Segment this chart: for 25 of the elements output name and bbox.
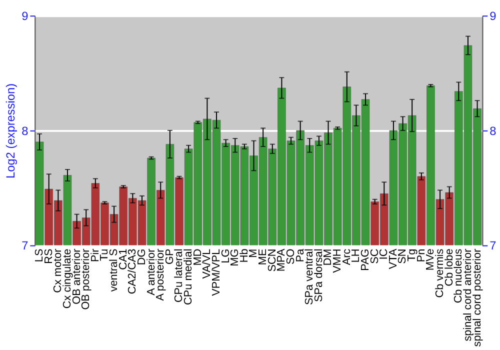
x-tick-label: spinal cord posterior — [471, 248, 484, 347]
x-tick-label: Tg — [406, 248, 418, 262]
y2-tick-label: 8 — [490, 124, 497, 138]
x-tick-label: SC — [368, 248, 381, 264]
x-tick-label: M — [248, 248, 260, 258]
x-tick-label: A anterior — [145, 248, 158, 296]
x-tick-label: CPu medial — [182, 248, 195, 305]
x-tick-label: SN — [396, 248, 409, 264]
y-tick-label: 7 — [22, 238, 28, 253]
y2-tick-label: 9 — [490, 9, 497, 24]
y-tick-label: 9 — [22, 9, 29, 24]
x-tick-label: Tu — [98, 248, 111, 262]
y2-tick-label: 7 — [490, 238, 496, 253]
x-tick-label: OB anterior — [70, 248, 83, 304]
x-tick-label: VPM/VPL — [210, 248, 222, 296]
x-tick-label: Cb lobe — [443, 248, 456, 286]
y-tick-label: 8 — [22, 124, 29, 138]
x-tick-label: Hb — [238, 248, 250, 263]
x-tick-label: Pa — [294, 248, 306, 262]
x-tick-label: DM — [322, 248, 334, 266]
x-tick-label: LG — [220, 248, 232, 264]
x-tick-label: SPa dorsal — [312, 248, 325, 302]
y-axis-title: Log2 (expression) — [4, 83, 18, 178]
x-tick-label: MVe — [424, 248, 437, 271]
x-tick-label: Cx cingulate — [61, 248, 74, 309]
